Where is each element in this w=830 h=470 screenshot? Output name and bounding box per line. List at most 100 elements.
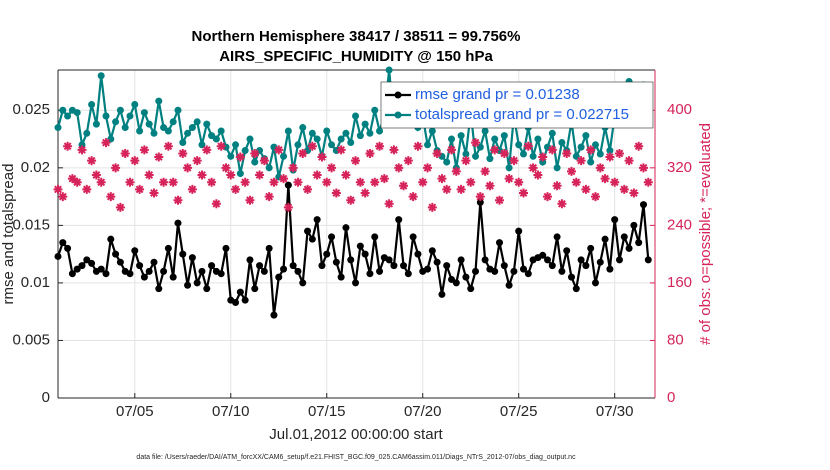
data-point [78,262,86,270]
data-point [376,267,384,275]
data-point [78,141,86,149]
data-point [366,129,374,137]
obs-marker [346,195,356,205]
y2-tick-label: 0 [667,389,675,406]
data-point [596,258,604,266]
obs-marker [235,152,245,162]
obs-marker [120,148,130,158]
data-point [347,139,355,147]
legend-marker [394,91,402,99]
data-point [625,244,633,252]
data-point [126,270,134,278]
data-point [500,262,508,270]
obs-marker [115,202,125,212]
data-point [270,311,278,319]
data-point [601,235,609,243]
obs-marker [528,163,538,173]
data-point [342,129,350,137]
data-point [212,135,220,143]
obs-marker [643,177,653,187]
data-point [169,273,177,281]
obs-marker [552,181,562,191]
data-point [457,132,465,140]
data-point [284,127,292,135]
obs-marker [303,184,313,194]
obs-marker [336,145,346,155]
obs-marker [226,170,236,180]
legend-marker [394,111,402,119]
obs-marker [288,163,298,173]
data-point [510,267,518,275]
data-point [376,127,384,135]
data-point [472,267,480,275]
obs-marker [307,141,317,151]
obs-marker [173,195,183,205]
obs-marker [533,170,543,180]
data-point [164,127,172,135]
data-point [448,135,456,143]
obs-marker [111,163,121,173]
data-point [294,141,302,149]
data-point [251,158,259,166]
data-point [256,147,264,155]
data-point [577,143,585,151]
obs-marker [106,192,116,202]
data-point [558,139,566,147]
data-point [256,262,264,270]
data-point [544,256,552,264]
data-point [606,265,614,273]
data-point [587,158,595,166]
y2-axis-label: # of obs: o=possible; *=evaluated [697,123,714,345]
obs-marker [514,177,524,187]
data-point [328,141,336,149]
data-point [548,262,556,270]
data-point [462,150,470,158]
data-point [299,124,307,132]
y2-tick-label: 160 [667,274,692,291]
obs-marker [355,177,365,187]
data-point [496,239,504,247]
obs-marker [293,177,303,187]
obs-marker [245,195,255,205]
obs-marker [566,166,576,176]
obs-marker [149,188,159,198]
data-point [639,201,647,209]
data-point [366,270,374,278]
y-axis-label: rmse and totalspread [0,164,17,305]
obs-marker [231,184,241,194]
obs-marker [96,177,106,187]
chart-title: Northern Hemisphere 38417 / 38511 = 99.7… [192,28,521,45]
data-point [112,118,120,126]
data-point [352,112,360,120]
data-point [414,250,422,258]
data-point [428,127,436,135]
data-point [59,239,67,247]
data-point [520,265,528,273]
data-point [179,250,187,258]
data-point [68,270,76,278]
y-tick-label: 0 [42,389,50,406]
data-point [520,150,528,158]
obs-marker [461,156,471,166]
obs-marker [322,177,332,187]
obs-marker [168,177,178,187]
obs-marker [624,156,634,166]
obs-marker [91,170,101,180]
data-point [635,239,643,247]
data-point [400,262,408,270]
data-point [294,267,302,275]
data-point [567,273,575,281]
data-point [193,279,201,287]
obs-marker [331,188,341,198]
obs-marker [485,181,495,191]
obs-marker [614,148,624,158]
data-point [591,279,599,287]
y-tick-label: 0.015 [12,216,50,233]
data-point [184,281,192,289]
data-point [361,250,369,258]
data-point [630,221,638,229]
obs-marker [312,170,322,180]
data-point [260,267,268,275]
x-tick-label: 07/15 [308,403,346,420]
y-tick-label: 0.02 [21,159,50,176]
